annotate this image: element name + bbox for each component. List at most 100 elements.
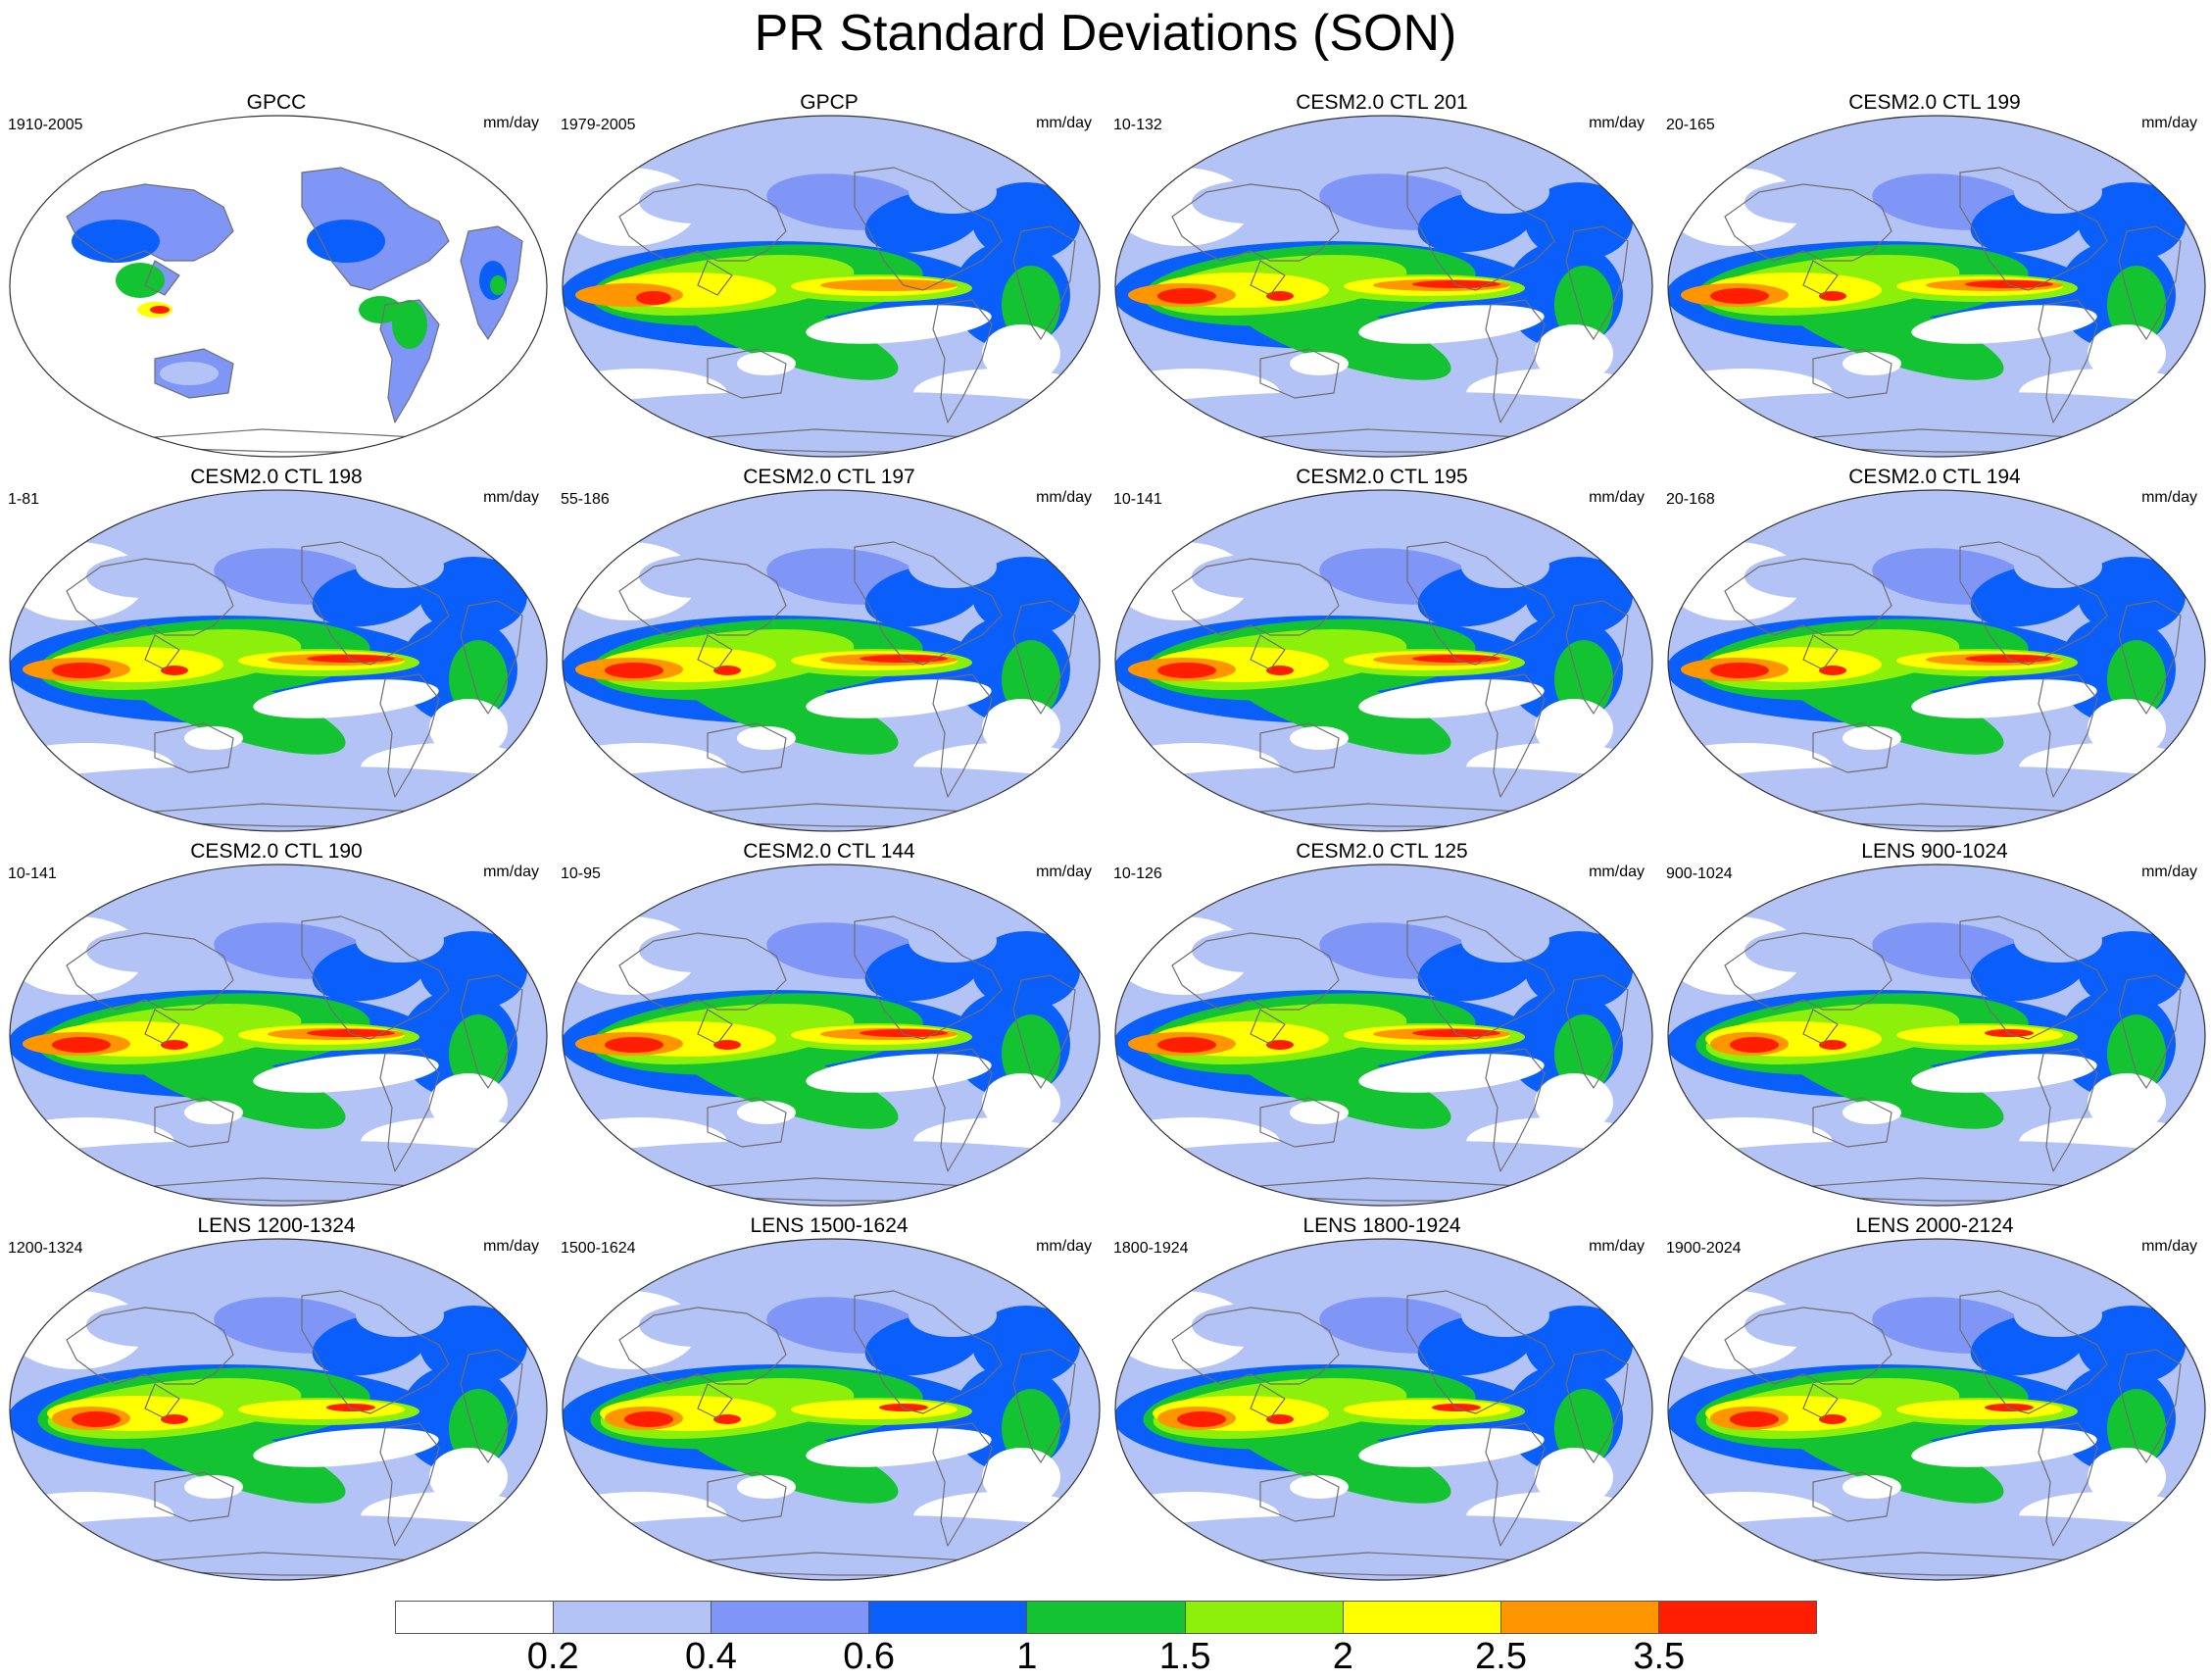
- map-outline: [9, 864, 548, 1207]
- colorbar-box: [554, 1602, 712, 1633]
- map-panel: CESM2.0 CTL 198 1-81 mm/day: [0, 465, 553, 839]
- precip-field: [1668, 490, 2205, 831]
- panel-units: mm/day: [483, 864, 539, 880]
- panel-title: CESM2.0 CTL 144: [743, 840, 915, 863]
- panel-units: mm/day: [1589, 489, 1645, 506]
- panel-title: CESM2.0 CTL 194: [1848, 466, 2021, 488]
- world-map: [1114, 489, 1653, 832]
- panel-units: mm/day: [1036, 864, 1092, 880]
- map-outline: [9, 1238, 548, 1581]
- panel-title: LENS 1800-1924: [1302, 1214, 1461, 1237]
- precip-field: [66, 167, 523, 453]
- map-outline: [562, 864, 1101, 1207]
- world-map: [562, 864, 1101, 1207]
- panel-years: 1-81: [8, 491, 40, 508]
- colorbar-label: 1.5: [1158, 1636, 1211, 1677]
- panel-years: 1979-2005: [561, 117, 636, 133]
- map-panel: CESM2.0 CTL 199 20-165 mm/day: [1658, 90, 2211, 465]
- colorbar-label: 0.2: [526, 1636, 579, 1677]
- panel-units: mm/day: [2141, 864, 2197, 880]
- panel-years: 20-165: [1666, 117, 1715, 133]
- map-outline: [1667, 115, 2206, 458]
- map-outline: [562, 1238, 1101, 1581]
- colorbar-label: 3.5: [1633, 1636, 1686, 1677]
- world-map: [1667, 1238, 2206, 1581]
- panel-years: 1800-1924: [1113, 1240, 1189, 1257]
- world-map: [1667, 115, 2206, 458]
- panel-units: mm/day: [1589, 115, 1645, 131]
- precip-field: [563, 1239, 1100, 1580]
- map-panel: LENS 1500-1624 1500-1624 mm/day: [553, 1213, 1106, 1588]
- map-panel: LENS 1800-1924 1800-1924 mm/day: [1106, 1213, 1658, 1588]
- panel-units: mm/day: [2141, 115, 2197, 131]
- coastlines: [1724, 167, 2182, 453]
- panel-title: LENS 1500-1624: [750, 1214, 909, 1237]
- map-panel: CESM2.0 CTL 197 55-186 mm/day: [553, 465, 1106, 839]
- precip-field: [1668, 1239, 2205, 1580]
- colorbar-box: [1185, 1602, 1344, 1633]
- map-outline: [9, 489, 548, 832]
- panel-years: 1500-1624: [561, 1240, 636, 1257]
- colorbar-box: [1500, 1602, 1659, 1633]
- map-outline: [1667, 864, 2206, 1207]
- world-map: [1667, 489, 2206, 832]
- panel-units: mm/day: [1036, 1238, 1092, 1255]
- world-map: [1667, 864, 2206, 1207]
- map-outline: [1114, 1238, 1653, 1581]
- precip-field: [10, 1239, 547, 1580]
- panel-units: mm/day: [1589, 1238, 1645, 1255]
- world-map: [1114, 115, 1653, 458]
- panel-title: LENS 900-1024: [1861, 840, 2008, 863]
- panel-title: GPCP: [800, 91, 859, 114]
- panel-title: CESM2.0 CTL 197: [743, 466, 915, 488]
- panel-years: 1200-1324: [8, 1240, 83, 1257]
- precip-field: [1115, 490, 1652, 831]
- map-panel: GPCP 1979-2005 mm/day: [553, 90, 1106, 465]
- figure-title: PR Standard Deviations (SON): [754, 5, 1457, 62]
- world-map: [1114, 1238, 1653, 1581]
- panel-years: 10-132: [1113, 117, 1162, 133]
- panel-units: mm/day: [1036, 489, 1092, 506]
- map-panel: CESM2.0 CTL 125 10-126 mm/day: [1106, 839, 1658, 1213]
- map-outline: [1114, 489, 1653, 832]
- precip-field: [1668, 865, 2205, 1206]
- map-outline: [1667, 1238, 2206, 1581]
- world-map: [9, 489, 548, 832]
- panel-title: CESM2.0 CTL 125: [1296, 840, 1468, 863]
- panel-units: mm/day: [2141, 489, 2197, 506]
- panel-years: 10-141: [1113, 491, 1162, 508]
- panel-years: 10-141: [8, 865, 57, 882]
- map-outline: [1114, 115, 1653, 458]
- colorbar-label: 0.4: [685, 1636, 737, 1677]
- map-panel: CESM2.0 CTL 144 10-95 mm/day: [553, 839, 1106, 1213]
- colorbar-box: [869, 1602, 1028, 1633]
- map-panel: CESM2.0 CTL 194 20-168 mm/day: [1658, 465, 2211, 839]
- map-panel: LENS 1200-1324 1200-1324 mm/day: [0, 1213, 553, 1588]
- panel-title: CESM2.0 CTL 201: [1296, 91, 1468, 114]
- precip-field: [563, 865, 1100, 1206]
- map-outline: [562, 115, 1101, 458]
- map-panel: CESM2.0 CTL 190 10-141 mm/day: [0, 839, 553, 1213]
- map-panel: LENS 2000-2124 1900-2024 mm/day: [1658, 1213, 2211, 1588]
- panel-units: mm/day: [1036, 115, 1092, 131]
- panel-title: GPCC: [246, 91, 307, 114]
- panel-years: 55-186: [561, 491, 610, 508]
- panel-title: CESM2.0 CTL 195: [1296, 466, 1468, 488]
- precip-field: [1115, 116, 1652, 457]
- panel-title: CESM2.0 CTL 190: [190, 840, 363, 863]
- map-outline: [1667, 489, 2206, 832]
- map-panel: LENS 900-1024 900-1024 mm/day: [1658, 839, 2211, 1213]
- colorbar-box: [396, 1602, 555, 1633]
- panel-years: 10-126: [1113, 865, 1162, 882]
- world-map: [562, 489, 1101, 832]
- map-panel: CESM2.0 CTL 195 10-141 mm/day: [1106, 465, 1658, 839]
- precip-field: [1115, 1239, 1652, 1580]
- panel-title: LENS 1200-1324: [197, 1214, 356, 1237]
- panel-units: mm/day: [1589, 864, 1645, 880]
- panel-title: CESM2.0 CTL 198: [190, 466, 363, 488]
- colorbar-box: [712, 1602, 870, 1633]
- panel-units: mm/day: [483, 115, 539, 131]
- world-map: [562, 1238, 1101, 1581]
- world-map: [9, 115, 548, 458]
- panel-units: mm/day: [483, 489, 539, 506]
